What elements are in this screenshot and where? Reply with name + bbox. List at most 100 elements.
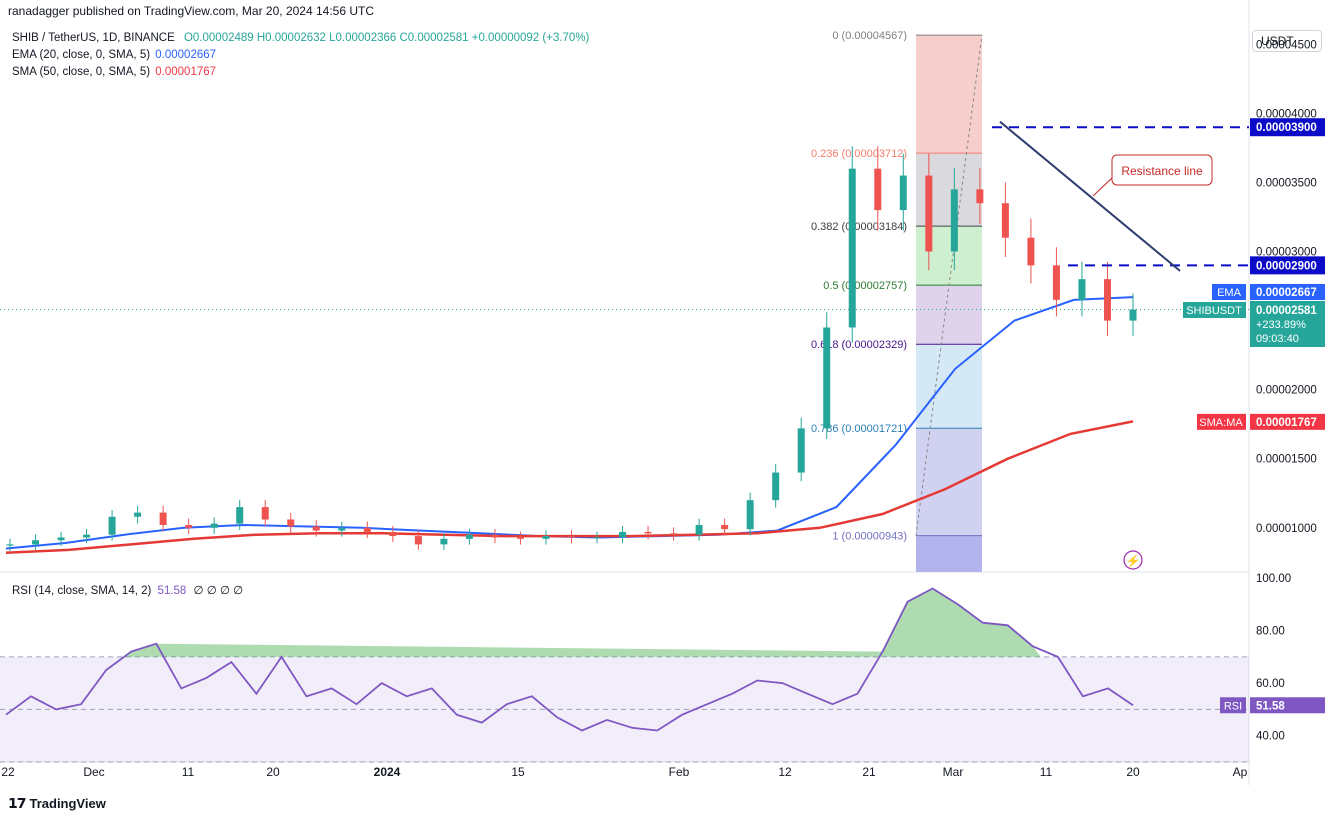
currency-unit-button[interactable]: USDT <box>1252 30 1322 52</box>
price-name-text: SHIBUSDT <box>1186 305 1242 317</box>
tradingview-footer[interactable]: 𝟭𝟳 TradingView <box>8 795 106 812</box>
candle-body <box>287 519 295 527</box>
rsi-legend-value: 51.58 <box>157 585 187 597</box>
candle-body <box>159 512 167 526</box>
rsi-name-text: RSI <box>1224 700 1242 712</box>
time-label: Ap <box>1233 765 1248 779</box>
time-label: 21 <box>862 765 876 779</box>
candles <box>6 146 1137 552</box>
ema-legend[interactable]: EMA (20, close, 0, SMA, 5) 0.00002667 <box>12 49 216 61</box>
candle-body <box>1027 237 1035 266</box>
rsi-value-text: 51.58 <box>1256 700 1285 712</box>
level-tag-0-text: 0.00003900 <box>1256 122 1317 134</box>
candle-body <box>1052 265 1060 300</box>
time-label: Dec <box>83 765 104 779</box>
price-change-text: +233.89% <box>1256 319 1306 331</box>
time-label: Mar <box>943 765 964 779</box>
rsi-value-tag <box>1250 697 1325 714</box>
rsi-overbought-fill <box>123 588 1041 657</box>
sma-value-tag-text: 0.00001767 <box>1256 417 1317 429</box>
level-tag-0-bg <box>1250 118 1325 137</box>
time-label: 2024 <box>374 765 401 779</box>
candle-body <box>236 507 244 524</box>
price-value-text: 0.00002581 <box>1256 305 1317 317</box>
fib-label-0.382: 0.382 (0.00003184) <box>811 221 907 233</box>
candle-body <box>108 516 116 535</box>
candle-body <box>695 525 703 535</box>
fib-zone-extension <box>916 535 982 572</box>
time-label: 20 <box>266 765 280 779</box>
fib-label-1: 1 (0.00000943) <box>832 531 907 543</box>
fib-zone-0.618 <box>916 344 982 429</box>
candle-body <box>465 534 473 539</box>
candle-body <box>797 428 805 473</box>
fib-label-0.786: 0.786 (0.00001721) <box>811 423 907 435</box>
candle-body <box>1001 203 1009 238</box>
candle-body <box>57 537 65 541</box>
candle-body <box>848 168 856 328</box>
candle-body <box>440 538 448 545</box>
price-tick-label: 0.00004000 <box>1256 108 1317 120</box>
symbol-legend: SHIB / TetherUS, 1D, BINANCE O0.00002489… <box>12 32 589 44</box>
bolt-icon-glyph: ⚡ <box>1126 554 1141 568</box>
candle-body <box>185 525 193 528</box>
resistance-callout-pointer <box>1092 177 1113 197</box>
candle-body <box>721 525 729 530</box>
candle-body <box>1103 279 1111 321</box>
ohlc-values: O0.00002489 H0.00002632 L0.00002366 C0.0… <box>183 32 590 44</box>
candle-body <box>670 533 678 535</box>
rsi-legend-label: RSI (14, close, SMA, 14, 2) <box>12 585 152 597</box>
time-label: 15 <box>511 765 525 779</box>
candle-body <box>6 544 14 546</box>
rsi-legend-extras: ∅ ∅ ∅ ∅ <box>193 585 244 597</box>
sma-name-text: SMA:MA <box>1199 417 1243 429</box>
fib-retracement: 0 (0.00004567) 0.236 (0.00003712) 0.382 (0… <box>811 30 983 572</box>
price-value-tag-bg <box>1250 301 1325 347</box>
candle-body <box>32 540 40 545</box>
symbol-name[interactable]: SHIB / TetherUS, 1D, BINANCE <box>12 32 175 44</box>
rsi-legend[interactable]: RSI (14, close, SMA, 14, 2) 51.58 ∅ ∅ ∅ … <box>12 583 243 597</box>
level-tag-1-bg <box>1250 256 1325 275</box>
rsi-line <box>5 587 1134 732</box>
rsi-tick-label: 40.00 <box>1256 731 1285 743</box>
candle-body <box>1129 309 1137 321</box>
sma-legend-value: 0.00001767 <box>155 66 217 78</box>
candle-body <box>976 189 984 204</box>
time-label: 20 <box>1126 765 1140 779</box>
sma-value-tag-bg <box>1250 413 1325 430</box>
price-tick-label: 0.00001500 <box>1256 454 1317 466</box>
price-countdown-text: 09:03:40 <box>1256 333 1299 345</box>
time-label: 12 <box>778 765 792 779</box>
candle-body <box>568 536 575 538</box>
candle-body <box>363 527 371 532</box>
sma-name-tag <box>1197 413 1246 430</box>
tradingview-logo-icon: 𝟭𝟳 <box>8 795 27 811</box>
candle-body <box>746 500 754 530</box>
resistance-callout-text: Resistance line <box>1121 164 1203 178</box>
sma-legend[interactable]: SMA (50, close, 0, SMA, 5) 0.00001767 <box>12 66 216 78</box>
fib-label-0.5: 0.5 (0.00002757) <box>823 280 907 292</box>
fib-label-0.618: 0.618 (0.00002329) <box>811 339 907 351</box>
time-label: 11 <box>182 765 195 779</box>
rsi-name-tag <box>1220 697 1246 714</box>
resistance-trend-line <box>999 120 1181 272</box>
ema-legend-value: 0.00002667 <box>155 49 217 61</box>
fib-zone-0.786 <box>916 428 982 536</box>
bolt-icon <box>1123 550 1143 570</box>
candle-body <box>925 175 933 252</box>
candle-body <box>874 168 882 211</box>
fib-label-0.236: 0.236 (0.00003712) <box>811 148 907 160</box>
fib-zone-0 <box>916 35 982 154</box>
fib-trend-line <box>915 35 983 536</box>
price-tick-label: 0.00003500 <box>1256 177 1317 189</box>
candle-body <box>312 526 320 531</box>
price-tick-label: 0.00002000 <box>1256 385 1317 397</box>
ema-value-tag-bg <box>1250 284 1325 300</box>
time-label: 22 <box>1 765 15 779</box>
rsi-tick-label: 60.00 <box>1256 678 1285 690</box>
candle-body <box>1078 279 1086 300</box>
price-tick-label: 0.00001000 <box>1256 523 1317 535</box>
candle-body <box>950 189 958 252</box>
candle-body <box>134 512 142 517</box>
